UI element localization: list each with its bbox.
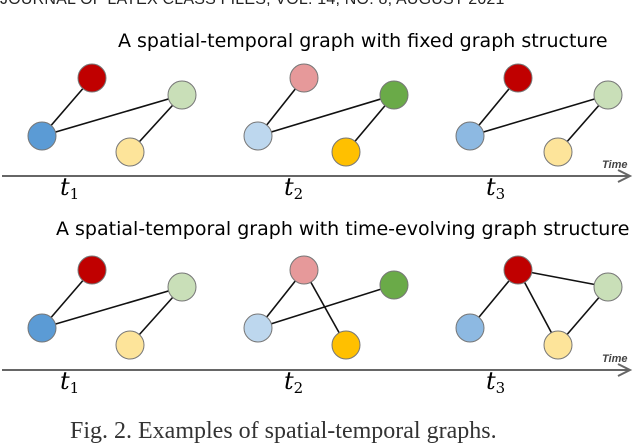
graph-edge [41,286,183,329]
figure-caption: Fig. 2. Examples of spatial-temporal gra… [70,418,497,444]
time-step-label: t3 [486,173,506,203]
time-step-label: t1 [60,367,80,397]
graph-edge [469,94,609,137]
graph-node-red [289,255,319,285]
time-axis-label: Time [602,159,627,171]
graph-node-green [593,272,623,302]
time-axis-arrowhead [617,363,633,377]
graph-node-red [503,63,533,93]
time-axis-arrowhead [617,169,633,183]
time-step-label: t1 [60,173,80,203]
graph-node-blue [455,313,485,343]
graph-node-blue [455,121,485,151]
graph-node-green [379,80,409,110]
graph-node-yellow [543,330,573,360]
graph-edge [517,269,609,288]
graph-node-red [77,255,107,285]
journal-header: JOURNAL OF LATEX CLASS FILES, VOL. 14, N… [0,0,505,9]
panel-title-evolving: A spatial-temporal graph with time-evolv… [56,218,630,240]
graph-node-red [77,63,107,93]
graph-node-green [167,80,197,110]
graph-node-blue [243,313,273,343]
graph-node-yellow [543,137,573,167]
graph-edge [257,284,395,329]
graph-node-green [379,270,409,300]
graph-node-yellow [331,330,361,360]
graph-node-green [167,272,197,302]
graph-node-blue [27,121,57,151]
time-step-label: t2 [284,367,304,397]
time-step-label: t3 [486,367,506,397]
time-axis-label: Time [602,353,627,365]
graph-node-green [593,80,623,110]
graph-node-red [289,63,319,93]
panel-title-fixed: A spatial-temporal graph with fixed grap… [118,30,608,52]
time-step-label: t2 [284,173,304,203]
graph-node-blue [27,313,57,343]
graph-node-yellow [115,137,145,167]
graph-node-red [503,255,533,285]
graph-node-blue [243,121,273,151]
graph-edge [257,94,395,137]
spatial-temporal-diagram: Time Time [2,63,633,377]
graph-edge [41,94,183,137]
graph-node-yellow [331,137,361,167]
graph-node-yellow [115,330,145,360]
